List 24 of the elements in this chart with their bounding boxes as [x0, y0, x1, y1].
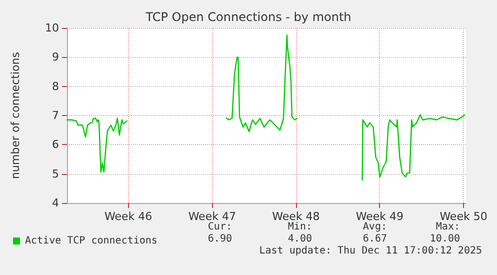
chart-title: TCP Open Connections - by month	[144, 10, 352, 24]
text: 6.67	[362, 234, 387, 244]
legend-label: Active TCP connections	[25, 236, 158, 246]
x-tick-label: Week 49	[356, 210, 404, 223]
text: Avg:	[362, 222, 387, 232]
text: Min:	[288, 222, 312, 232]
y-tick-label: 6	[52, 138, 59, 152]
text: 4.00	[288, 234, 312, 244]
y-axis-title: number of connections	[9, 52, 22, 179]
x-tick-label: Week 47	[188, 210, 236, 223]
y-tick-label: 8	[52, 80, 59, 93]
text: 10.00	[430, 234, 460, 244]
y-tick-label: 4	[52, 196, 59, 210]
y-tick-label: 5	[52, 167, 59, 180]
text: Max:	[436, 222, 460, 232]
text: 6.90	[208, 234, 232, 244]
x-tick-label: Week 46	[104, 210, 152, 223]
text: Cur:	[208, 222, 232, 232]
text: Last update: Thu Dec 11 17:00:12 2025	[259, 246, 482, 256]
x-tick-label: Week 50	[440, 210, 488, 223]
x-tick-label: Week 48	[272, 210, 320, 223]
y-tick-label: 9	[52, 50, 59, 64]
y-tick-label: 10	[45, 22, 59, 34]
y-tick-label: 7	[52, 109, 59, 122]
